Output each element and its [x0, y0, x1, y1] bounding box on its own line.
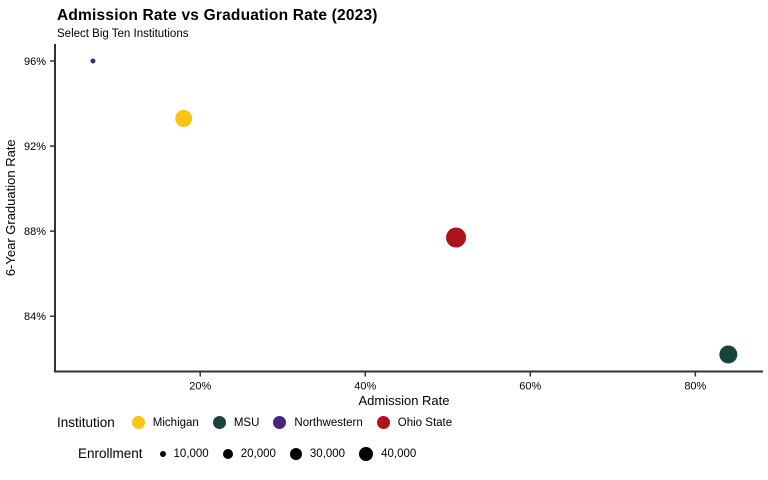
x-axis-title: Admission Rate — [358, 393, 449, 408]
size-dot-10000-icon — [159, 450, 166, 457]
legend-label-30000: 30,000 — [309, 447, 346, 460]
ohio-state-color-dot-icon — [376, 416, 390, 429]
legend-item-40000: 40,000 — [359, 446, 417, 461]
legend-institution-title: Institution — [57, 415, 115, 430]
legend-item-msu: MSU — [212, 416, 260, 429]
legend-label-msu: MSU — [233, 416, 260, 429]
data-point-msu — [719, 345, 738, 364]
legend-item-30000: 30,000 — [289, 447, 346, 460]
size-dot-40000-icon — [359, 446, 374, 461]
michigan-color-dot-icon — [131, 416, 145, 429]
data-point-northwestern — [90, 58, 96, 64]
y-tick-label: 88% — [24, 226, 46, 238]
legend-item-northwestern: Northwestern — [273, 416, 363, 429]
legend-label-ohio-state: Ohio State — [397, 416, 453, 429]
legend-item-20000: 20,000 — [222, 447, 276, 460]
data-point-michigan — [175, 109, 193, 127]
y-axis-title: 6-Year Graduation Rate — [3, 139, 18, 276]
northwestern-color-dot-icon — [273, 416, 287, 429]
chart-subtitle: Select Big Ten Institutions — [57, 28, 189, 40]
legend-item-10000: 10,000 — [159, 447, 209, 460]
legend-label-michigan: Michigan — [152, 416, 199, 429]
msu-color-dot-icon — [212, 416, 226, 429]
legend-label-northwestern: Northwestern — [294, 416, 363, 429]
legend-label-10000: 10,000 — [173, 447, 209, 460]
y-tick-label: 96% — [24, 56, 46, 68]
x-tick-label: 20% — [189, 381, 211, 393]
x-tick-label: 40% — [354, 381, 376, 393]
size-dot-20000-icon — [222, 448, 233, 459]
legend-enrollment-title: Enrollment — [78, 446, 143, 461]
legend-label-40000: 40,000 — [381, 447, 417, 460]
legend-item-michigan: Michigan — [131, 416, 199, 429]
data-point-ohio-state — [446, 227, 467, 248]
y-tick-label: 92% — [24, 141, 46, 153]
legend-item-ohio-state: Ohio State — [376, 416, 453, 429]
size-dot-30000-icon — [289, 447, 302, 460]
legend-label-20000: 20,000 — [240, 447, 276, 460]
x-tick-label: 80% — [684, 381, 706, 393]
y-tick-label: 84% — [24, 311, 46, 323]
x-tick-label: 60% — [519, 381, 541, 393]
chart-title: Admission Rate vs Graduation Rate (2023) — [57, 7, 378, 24]
legend-enrollment: Enrollment 10,000 20,000 30,000 40,000 — [78, 446, 416, 461]
legend-institution: Institution Michigan MSU Northwestern Oh… — [57, 415, 452, 430]
